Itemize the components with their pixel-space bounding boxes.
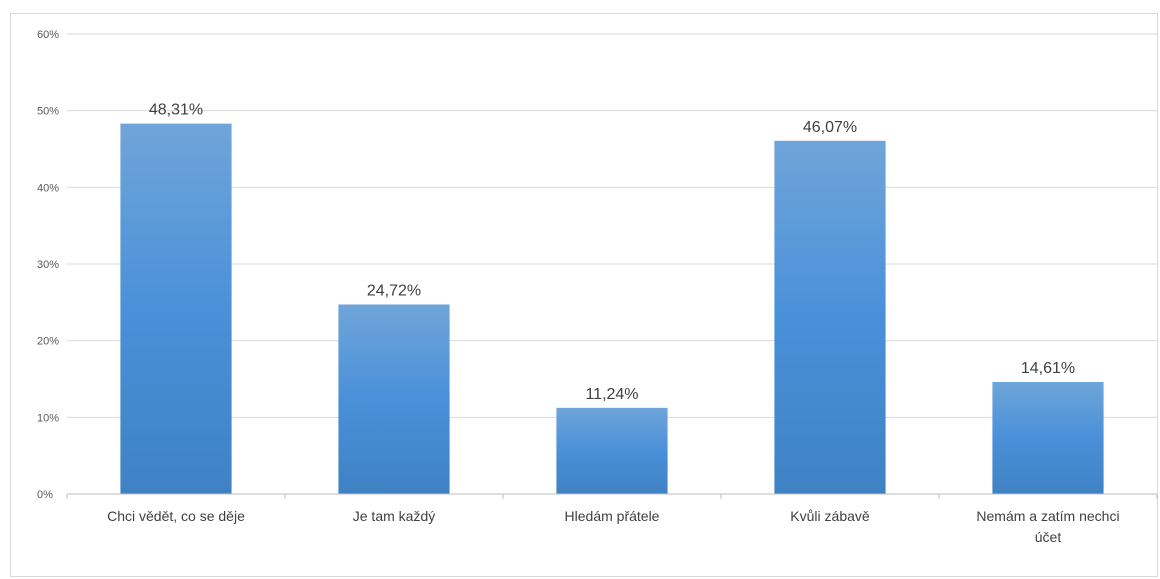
bar — [556, 407, 668, 494]
data-label: 14,61% — [1021, 360, 1075, 377]
x-axis — [66, 493, 1158, 499]
y-tick-label: 40% — [37, 182, 59, 194]
data-label: 24,72% — [367, 282, 421, 299]
bar — [774, 140, 886, 494]
chart-area: 0% 10% 20% 30% 40% 50% 60% 48,31% 24,72% 11,24% 4… — [10, 13, 1158, 577]
y-axis-tick-labels: 0% 10% 20% 30% 40% 50% 60% — [37, 29, 59, 501]
y-tick-label: 10% — [37, 412, 59, 424]
y-tick-label: 0% — [37, 489, 53, 501]
bar — [992, 381, 1104, 494]
y-tick-label: 30% — [37, 259, 59, 271]
data-label: 11,24% — [585, 386, 638, 403]
category-label: účet — [1035, 529, 1062, 545]
category-label: Je tam každý — [353, 508, 435, 524]
bar-chart: 0%10%20%30%40%50%60% 48,31%24,72%11,24%4… — [37, 29, 1158, 545]
data-label: 48,31% — [149, 102, 203, 119]
category-label: Chci vědět, co se děje — [107, 508, 245, 524]
category-label: Hledám přátele — [565, 508, 660, 524]
y-tick-label: 60% — [37, 29, 59, 41]
category-label: Nemám a zatím nechci — [976, 508, 1119, 524]
y-tick-label: 50% — [37, 106, 59, 118]
category-label: Kvůli zábavě — [790, 508, 870, 524]
data-label: 46,07% — [803, 119, 857, 136]
gridlines — [67, 33, 1157, 418]
y-tick-label: 20% — [37, 336, 59, 348]
bar — [338, 304, 450, 494]
data-labels: 48,31% 24,72% 11,24% 46,07% 14,61% — [149, 102, 1075, 403]
bar — [120, 123, 232, 494]
bars — [120, 123, 1104, 494]
category-labels: Chci vědět, co se děje Je tam každý Hledám… — [107, 508, 1119, 545]
